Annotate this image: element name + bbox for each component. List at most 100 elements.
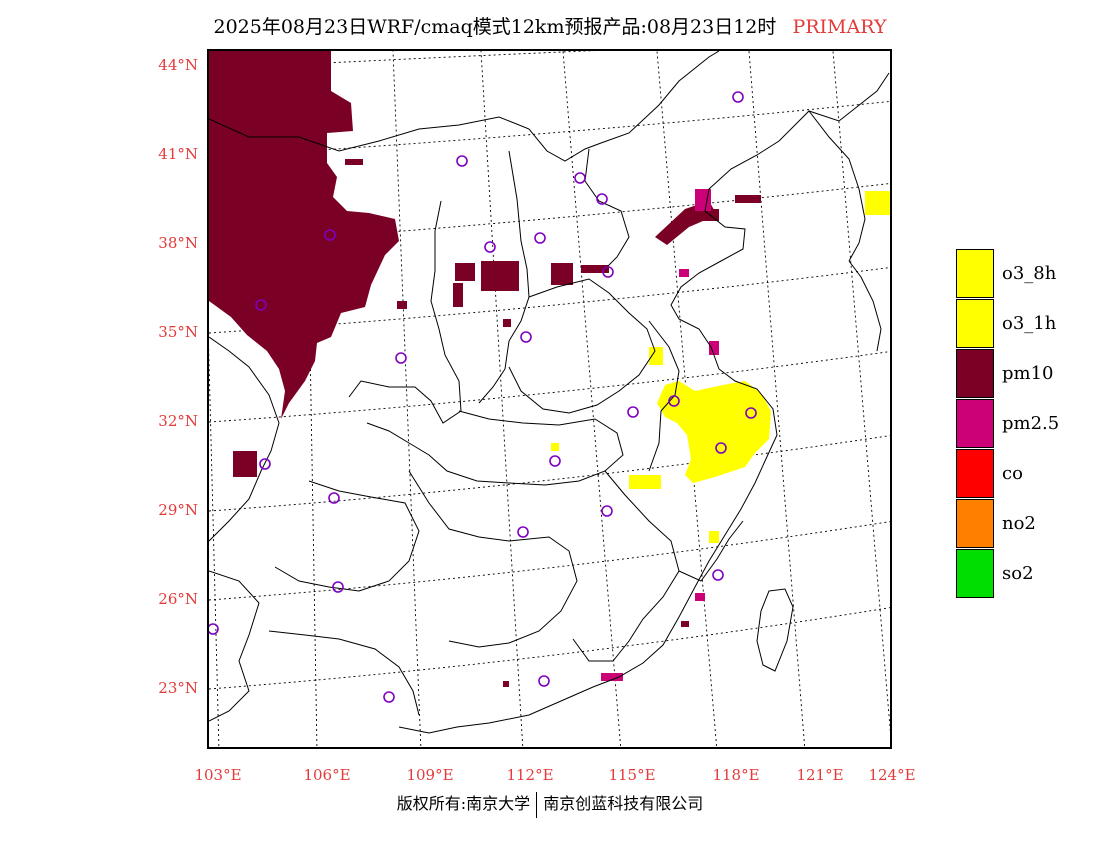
boundary-shaanxi xyxy=(348,200,462,424)
graticule-lat-29 xyxy=(209,435,890,512)
legend-label: no2 xyxy=(1002,513,1036,534)
station-marker xyxy=(715,442,727,454)
boundary-taiwan xyxy=(756,588,794,672)
legend-label: co xyxy=(1002,463,1023,484)
pm10-patch-12 xyxy=(503,319,511,327)
copyright-footer: 版权所有:南京大学 南京创蓝科技有限公司 xyxy=(0,790,1100,818)
pm10-areas xyxy=(209,51,761,687)
station-marker xyxy=(324,229,336,241)
graticule-lon-109 xyxy=(392,51,422,747)
station-marker xyxy=(668,395,680,407)
boundary-sichuan xyxy=(209,336,280,542)
boundary-henan xyxy=(508,278,656,414)
title-primary-tag: PRIMARY xyxy=(792,16,887,38)
pm10-region-northwest xyxy=(209,51,399,419)
lon-label-124: 124°E xyxy=(868,766,916,784)
boundary-northeast xyxy=(808,110,866,262)
station-marker xyxy=(209,623,219,635)
graticule-lon-121 xyxy=(748,51,806,747)
map-title: 2025年08月23日WRF/cmaq模式12km预报产品:08月23日12时 … xyxy=(0,12,1100,39)
o3-patch-1 xyxy=(649,347,663,365)
o3-patch-3 xyxy=(865,191,890,215)
pm10-patch-11 xyxy=(397,301,407,309)
legend-label: pm10 xyxy=(1002,363,1054,384)
boundary-guizhou xyxy=(274,480,420,592)
boundary-korea xyxy=(848,260,882,352)
lon-label-109: 109°E xyxy=(406,766,454,784)
pm10-patch-8 xyxy=(689,209,719,221)
lat-label-38: 38°N xyxy=(158,234,198,252)
pm25-patch-2 xyxy=(679,269,689,277)
station-marker xyxy=(712,569,724,581)
station-marker xyxy=(627,406,639,418)
lon-label-103: 103°E xyxy=(194,766,242,784)
pm10-patch-1 xyxy=(345,159,363,165)
boundary-shanxi xyxy=(478,150,530,404)
pm25-patch-3 xyxy=(709,341,719,355)
pm10-patch-3 xyxy=(481,261,519,291)
station-marker xyxy=(328,492,340,504)
boundary-fujian xyxy=(678,520,744,582)
lon-label-121: 121°E xyxy=(796,766,844,784)
stations xyxy=(209,91,757,703)
boundary-hebei xyxy=(584,148,630,272)
pm25-patch-4 xyxy=(601,673,623,681)
station-marker xyxy=(456,155,468,167)
station-marker xyxy=(484,241,496,253)
lat-label-32: 32°N xyxy=(158,412,198,430)
graticule-lon-112 xyxy=(480,51,524,747)
footer-separator xyxy=(536,791,538,818)
legend-label: so2 xyxy=(1002,563,1034,584)
pm25-patch-5 xyxy=(695,593,705,601)
boundary-yunnan xyxy=(209,570,260,722)
boundary-hubei xyxy=(366,410,624,486)
pm10-patch-2 xyxy=(455,263,475,281)
station-marker xyxy=(332,581,344,593)
lat-label-26: 26°N xyxy=(158,590,198,608)
graticule-lat-26 xyxy=(209,521,890,601)
legend-swatch xyxy=(956,399,994,448)
lat-label-29: 29°N xyxy=(158,501,198,519)
pm25-areas xyxy=(601,189,719,681)
pm10-patch-5 xyxy=(551,263,573,285)
legend-swatch xyxy=(956,549,994,598)
o3-patch-5 xyxy=(551,443,559,451)
graticule-lat-32 xyxy=(209,351,890,423)
o3-areas xyxy=(551,191,890,543)
pm10-patch-9 xyxy=(735,195,761,203)
station-marker xyxy=(732,91,744,103)
station-marker xyxy=(574,172,586,184)
lon-label-106: 106°E xyxy=(303,766,351,784)
graticule-lon-124 xyxy=(832,51,890,733)
station-marker xyxy=(383,691,395,703)
station-marker xyxy=(259,458,271,470)
pm10-patch-13 xyxy=(681,621,689,627)
o3-region-east xyxy=(657,381,771,483)
legend-label: pm2.5 xyxy=(1002,413,1060,434)
station-marker xyxy=(745,407,757,419)
lon-label-115: 115°E xyxy=(608,766,656,784)
graticule-lon-115 xyxy=(562,51,622,747)
station-marker xyxy=(255,299,267,311)
station-marker xyxy=(602,266,614,278)
station-marker xyxy=(517,526,529,538)
lat-label-44: 44°N xyxy=(158,56,198,74)
legend-swatch xyxy=(956,299,994,348)
station-marker xyxy=(601,505,613,517)
boundary-anhui xyxy=(648,320,680,472)
graticule-lon-106 xyxy=(304,51,318,747)
boundary-inner-mongolia xyxy=(209,51,720,162)
legend-swatch xyxy=(956,349,994,398)
map-canvas xyxy=(209,51,890,747)
boundary-chongqing-hunan xyxy=(408,470,578,648)
station-marker xyxy=(520,331,532,343)
graticule-lat-23 xyxy=(209,607,890,690)
map-frame xyxy=(207,49,892,749)
pm25-patch-1 xyxy=(695,189,711,211)
o3-patch-2 xyxy=(629,475,661,489)
legend-swatch xyxy=(956,449,994,498)
title-text: 2025年08月23日WRF/cmaq模式12km预报产品:08月23日12时 xyxy=(213,16,777,38)
station-marker xyxy=(549,455,561,467)
lat-label-35: 35°N xyxy=(158,323,198,341)
boundary-coastline xyxy=(398,72,890,734)
